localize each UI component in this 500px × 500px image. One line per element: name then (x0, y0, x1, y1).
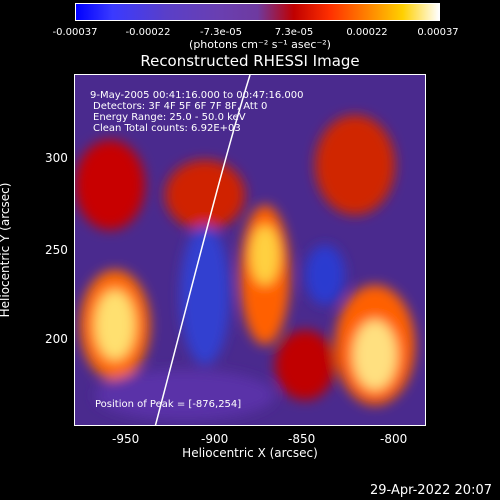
annotation-clean: Clean Total counts: 6.92E+03 (93, 123, 241, 134)
annotation-time: 9-May-2005 00:41:16.000 to 00:47:16.000 (90, 90, 304, 101)
rhessi-image (75, 75, 425, 425)
annotation-peak: Position of Peak = [-876,254] (95, 399, 242, 410)
annotation-detectors: Detectors: 3F 4F 5F 6F 7F 8F, Att 0 (93, 101, 268, 112)
x-axis-label: Heliocentric X (arcsec) (182, 446, 318, 460)
x-tick: -950 (112, 432, 140, 446)
x-tick: -900 (201, 432, 229, 446)
colorbar-tick: -0.00037 (52, 27, 98, 38)
plot-title: Reconstructed RHESSI Image (140, 52, 360, 70)
colorbar-tick: -7.3e-05 (200, 27, 242, 38)
colorbar-units: (photons cm⁻² s⁻¹ asec⁻²) (189, 38, 331, 51)
colorbar-tick: 0.00037 (417, 27, 459, 38)
annotation-energy: Energy Range: 25.0 - 50.0 keV (93, 112, 246, 123)
y-tick: 300 (45, 151, 68, 165)
y-tick: 250 (45, 243, 68, 257)
x-tick: -850 (288, 432, 316, 446)
colorbar (75, 3, 440, 21)
y-axis-label: Heliocentric Y (arcsec) (0, 182, 12, 318)
x-tick: -800 (380, 432, 408, 446)
colorbar-tick: 7.3e-05 (274, 27, 314, 38)
colorbar-tick: -0.00022 (125, 27, 171, 38)
y-tick: 200 (45, 332, 68, 346)
limb-line (154, 75, 251, 425)
colorbar-tick: 0.00022 (346, 27, 388, 38)
image-plot (74, 74, 426, 426)
footer-date: 29-Apr-2022 20:07 (370, 483, 492, 498)
